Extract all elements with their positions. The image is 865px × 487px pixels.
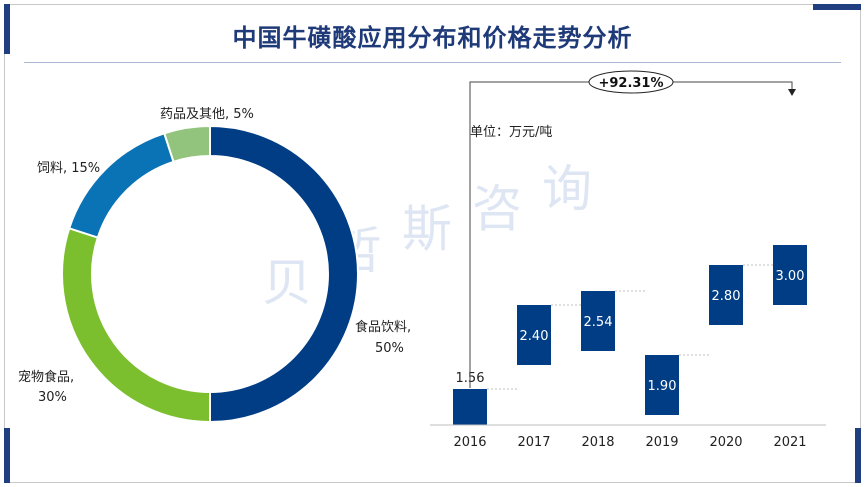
bar-2017 [517,305,551,365]
unit-label: 单位：万元/吨 [470,125,552,140]
bar-2019 [645,355,679,415]
bar-value-label: 2.54 [584,315,613,330]
donut-slice-2 [67,131,175,239]
slice-label-pet: 宠物食品, [18,369,74,385]
x-tick-label: 2018 [581,435,614,450]
bar-value-label: 2.40 [520,329,549,344]
slice-label-food: 食品饮料, [355,319,411,335]
donut-slice-0 [209,124,359,424]
watermark-char: 咨 [472,180,522,238]
bar-value-label: 1.90 [648,379,677,394]
corner-bottom-right [855,428,861,483]
x-tick-label: 2017 [517,435,550,450]
watermark-char: 斯 [402,200,452,258]
slide-frame [4,4,861,483]
donut-chart [61,124,359,424]
corner-top-left [4,4,10,54]
corner-bottom-left [4,428,10,483]
price-bar-chart: 1.5620162.4020172.5420181.9020192.802020… [453,245,807,450]
slice-label-pet-pct: 30% [38,390,67,405]
growth-badge [588,70,674,94]
x-tick-label: 2020 [709,435,742,450]
page-title: 中国牛磺酸应用分布和价格走势分析 [232,24,633,52]
growth-annotation: +92.31% [598,76,663,91]
slice-label-pharma: 药品及其他, 5% [160,107,254,122]
donut-slice-3 [163,124,211,164]
watermark: 贝 哲 斯 咨 询 [262,160,592,312]
x-tick-label: 2021 [773,435,806,450]
donut-slice-1 [61,227,211,424]
watermark-char: 贝 [262,254,312,312]
bar-2020 [709,265,743,325]
bar-2021 [773,245,807,305]
slice-label-food-pct: 50% [375,341,404,356]
bar-value-label: 3.00 [776,269,805,284]
x-tick-label: 2019 [645,435,678,450]
corner-top-right [813,4,861,10]
bar-2016 [453,389,487,425]
bar-value-label: 2.80 [712,289,741,304]
x-tick-label: 2016 [453,435,486,450]
slice-label-feed: 饲料, 15% [37,161,100,176]
title-divider [24,62,841,63]
growth-arrowhead [788,89,796,96]
watermark-char: 询 [542,160,592,218]
bar-2018 [581,291,615,351]
